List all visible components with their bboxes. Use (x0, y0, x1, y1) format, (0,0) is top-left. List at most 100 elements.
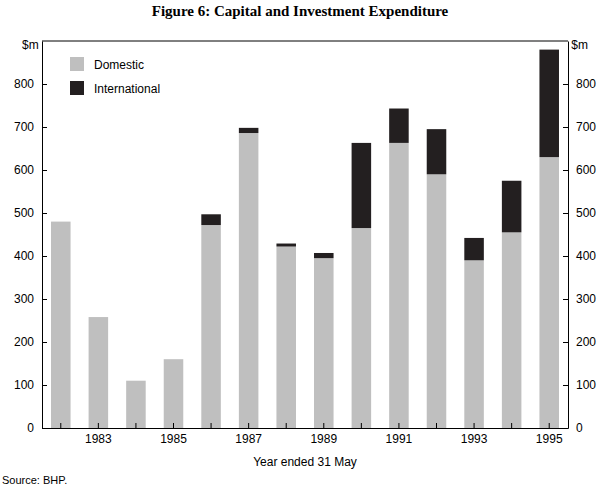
tick-label: 200 (576, 335, 596, 349)
tick-mark (42, 299, 47, 300)
legend-label: Domestic (94, 58, 144, 72)
tick-mark (474, 423, 475, 428)
tick: 500 (14, 206, 47, 220)
tick: 100 (563, 378, 596, 392)
tick (211, 423, 212, 428)
tick-label: 700 (14, 120, 34, 134)
bar (539, 157, 559, 428)
tick (361, 423, 362, 428)
legend-swatch (70, 81, 84, 95)
tick-label: 300 (576, 292, 596, 306)
bar (126, 381, 146, 428)
tick-mark (361, 423, 362, 428)
tick-label: 1983 (85, 432, 112, 446)
tick (511, 423, 512, 428)
tick: 700 (563, 120, 596, 134)
tick-mark (563, 342, 568, 343)
tick-mark (436, 423, 437, 428)
bar (427, 174, 447, 428)
tick-mark (42, 256, 47, 257)
y-unit: $m (22, 38, 39, 52)
bar (126, 380, 146, 381)
bar (464, 260, 484, 428)
tick-mark (42, 84, 47, 85)
bar (276, 244, 296, 247)
tick (286, 423, 287, 428)
legend-item: Domestic (70, 57, 144, 72)
tick-mark (563, 256, 568, 257)
legend-label: International (94, 82, 160, 96)
source: Source: BHP. (2, 474, 67, 486)
bar (276, 247, 296, 428)
tick: 200 (563, 335, 596, 349)
bar (464, 238, 484, 260)
legend: Domestic International (70, 57, 160, 96)
bar (539, 50, 559, 158)
tick-mark (42, 127, 47, 128)
tick-label: 300 (14, 292, 34, 306)
bar (389, 109, 409, 143)
tick: 1991 (386, 423, 413, 446)
tick-label: 600 (14, 163, 34, 177)
tick: 700 (14, 120, 47, 134)
bar (201, 225, 221, 428)
axis-line (42, 42, 43, 429)
tick: 800 (563, 77, 596, 91)
tick-mark (563, 299, 568, 300)
tick-mark (511, 423, 512, 428)
tick-mark (286, 423, 287, 428)
tick-mark (135, 423, 136, 428)
tick-label: 800 (576, 77, 596, 91)
tick-mark (42, 170, 47, 171)
tick-label: 0 (27, 421, 34, 435)
tick-mark (42, 385, 47, 386)
frame (42, 41, 568, 42)
tick-label: 500 (576, 206, 596, 220)
bar (427, 129, 447, 174)
tick: 1983 (85, 423, 112, 446)
tick-label: 1985 (160, 432, 187, 446)
axis-line (43, 428, 569, 429)
bar (389, 143, 409, 428)
y-axis-right: 0100200300400500600700800 (563, 42, 596, 436)
legend-swatch (70, 57, 84, 71)
bar (89, 317, 109, 428)
tick-label: 1987 (235, 432, 262, 446)
tick-mark (248, 423, 249, 428)
tick-label: 500 (14, 206, 34, 220)
tick-label: 1989 (310, 432, 337, 446)
bar (352, 143, 372, 228)
bar (164, 359, 184, 360)
tick: 100 (14, 378, 47, 392)
tick: 1987 (235, 423, 262, 446)
tick: 200 (14, 335, 47, 349)
tick: 1985 (160, 423, 187, 446)
tick-mark (60, 423, 61, 428)
tick-mark (173, 423, 174, 428)
tick-mark (98, 423, 99, 428)
tick (135, 423, 136, 428)
plot: 0100200300400500600700800010020030040050… (14, 41, 596, 446)
tick: 300 (14, 292, 47, 306)
bar (164, 359, 184, 428)
bar (89, 317, 109, 318)
tick-mark (398, 423, 399, 428)
bar (352, 228, 372, 428)
tick-mark (563, 213, 568, 214)
bar (201, 214, 221, 225)
tick: 1995 (536, 423, 563, 446)
tick-mark (549, 423, 550, 428)
y-axis-left: 0 100 200 300 400 500 600 700 800 (14, 42, 47, 436)
bar (239, 133, 259, 428)
tick-label: 400 (14, 249, 34, 263)
y-unit: $m (571, 38, 588, 52)
tick-mark (211, 423, 212, 428)
legend-item: International (70, 81, 160, 96)
tick (436, 423, 437, 428)
tick-label: 100 (576, 378, 596, 392)
bar (239, 128, 259, 133)
tick: 800 (14, 77, 47, 91)
tick-label: 100 (14, 378, 34, 392)
axis-line (568, 42, 569, 429)
tick (60, 423, 61, 428)
